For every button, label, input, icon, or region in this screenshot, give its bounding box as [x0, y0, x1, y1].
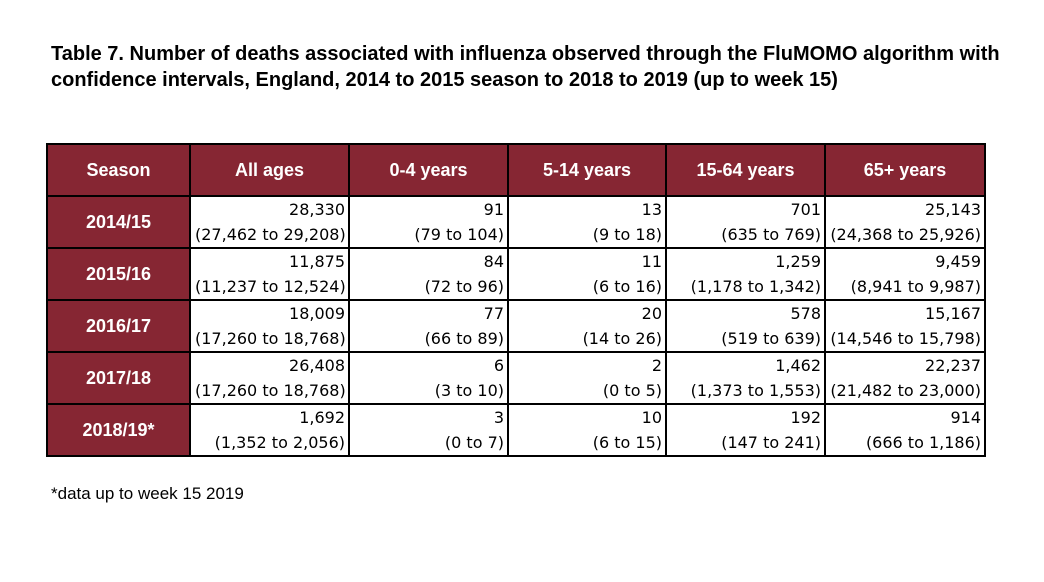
death-count: 6 — [493, 356, 504, 375]
death-count: 25,143 — [925, 200, 981, 219]
confidence-interval: (66 to 89) — [424, 329, 504, 348]
season-cell: 2016/17 — [46, 299, 191, 353]
death-count: 1,692 — [299, 408, 345, 427]
confidence-interval: (9 to 18) — [592, 225, 662, 244]
season-cell: 2017/18 — [46, 351, 191, 405]
data-cell: 9,459 (8,941 to 9,987) — [824, 247, 986, 301]
death-count: 914 — [950, 408, 981, 427]
data-cell: 11,875 (11,237 to 12,524) — [189, 247, 350, 301]
table-header-row: Season All ages 0-4 years 5-14 years 15-… — [46, 143, 986, 197]
data-cell: 22,237 (21,482 to 23,000) — [824, 351, 986, 405]
data-cell: 77 (66 to 89) — [348, 299, 509, 353]
confidence-interval: (24,368 to 25,926) — [830, 225, 981, 244]
death-count: 701 — [790, 200, 821, 219]
data-cell: 91 (79 to 104) — [348, 195, 509, 249]
column-header-65-plus-years: 65+ years — [824, 143, 986, 197]
season-cell: 2015/16 — [46, 247, 191, 301]
table-row: 2017/18 26,408 (17,260 to 18,768) 6 (3 to … — [46, 351, 986, 405]
table-row: 2014/15 28,330 (27,462 to 29,208) 91 (79 t… — [46, 195, 986, 249]
death-count: 77 — [483, 304, 504, 323]
deaths-table: Season All ages 0-4 years 5-14 years 15-… — [46, 143, 986, 457]
data-cell: 578 (519 to 639) — [665, 299, 826, 353]
death-count: 11 — [641, 252, 662, 271]
death-count: 2 — [651, 356, 662, 375]
confidence-interval: (1,352 to 2,056) — [214, 433, 345, 452]
confidence-interval: (21,482 to 23,000) — [830, 381, 981, 400]
death-count: 28,330 — [289, 200, 345, 219]
death-count: 91 — [483, 200, 504, 219]
column-header-all-ages: All ages — [189, 143, 350, 197]
data-cell: 1,462 (1,373 to 1,553) — [665, 351, 826, 405]
table-row: 2018/19* 1,692 (1,352 to 2,056) 3 (0 to 7)… — [46, 403, 986, 457]
data-cell: 18,009 (17,260 to 18,768) — [189, 299, 350, 353]
death-count: 192 — [790, 408, 821, 427]
death-count: 3 — [493, 408, 504, 427]
death-count: 84 — [483, 252, 504, 271]
data-cell: 6 (3 to 10) — [348, 351, 509, 405]
season-cell: 2014/15 — [46, 195, 191, 249]
data-cell: 1,259 (1,178 to 1,342) — [665, 247, 826, 301]
data-cell: 84 (72 to 96) — [348, 247, 509, 301]
confidence-interval: (11,237 to 12,524) — [195, 277, 346, 296]
death-count: 1,462 — [775, 356, 821, 375]
data-cell: 11 (6 to 16) — [507, 247, 667, 301]
death-count: 10 — [641, 408, 662, 427]
confidence-interval: (72 to 96) — [424, 277, 504, 296]
death-count: 578 — [790, 304, 821, 323]
confidence-interval: (17,260 to 18,768) — [195, 381, 346, 400]
table-row: 2015/16 11,875 (11,237 to 12,524) 84 (72 t… — [46, 247, 986, 301]
column-header-0-4-years: 0-4 years — [348, 143, 509, 197]
data-cell: 701 (635 to 769) — [665, 195, 826, 249]
death-count: 18,009 — [289, 304, 345, 323]
confidence-interval: (6 to 15) — [592, 433, 662, 452]
death-count: 20 — [641, 304, 662, 323]
data-cell: 3 (0 to 7) — [348, 403, 509, 457]
confidence-interval: (1,178 to 1,342) — [690, 277, 821, 296]
confidence-interval: (14 to 26) — [582, 329, 662, 348]
confidence-interval: (519 to 639) — [721, 329, 821, 348]
season-cell: 2018/19* — [46, 403, 191, 457]
table-row: 2016/17 18,009 (17,260 to 18,768) 77 (66 t… — [46, 299, 986, 353]
confidence-interval: (17,260 to 18,768) — [195, 329, 346, 348]
data-cell: 15,167 (14,546 to 15,798) — [824, 299, 986, 353]
confidence-interval: (8,941 to 9,987) — [850, 277, 981, 296]
data-cell: 1,692 (1,352 to 2,056) — [189, 403, 350, 457]
column-header-15-64-years: 15-64 years — [665, 143, 826, 197]
death-count: 22,237 — [925, 356, 981, 375]
confidence-interval: (0 to 7) — [444, 433, 504, 452]
confidence-interval: (27,462 to 29,208) — [195, 225, 346, 244]
death-count: 26,408 — [289, 356, 345, 375]
confidence-interval: (3 to 10) — [434, 381, 504, 400]
confidence-interval: (0 to 5) — [602, 381, 662, 400]
confidence-interval: (79 to 104) — [414, 225, 504, 244]
data-cell: 10 (6 to 15) — [507, 403, 667, 457]
footnote: *data up to week 15 2019 — [51, 484, 244, 503]
death-count: 9,459 — [935, 252, 981, 271]
confidence-interval: (6 to 16) — [592, 277, 662, 296]
confidence-interval: (1,373 to 1,553) — [690, 381, 821, 400]
death-count: 15,167 — [925, 304, 981, 323]
table-title: Table 7. Number of deaths associated wit… — [51, 43, 1000, 91]
death-count: 1,259 — [775, 252, 821, 271]
death-count: 13 — [641, 200, 662, 219]
data-cell: 192 (147 to 241) — [665, 403, 826, 457]
data-cell: 25,143 (24,368 to 25,926) — [824, 195, 986, 249]
data-cell: 20 (14 to 26) — [507, 299, 667, 353]
column-header-5-14-years: 5-14 years — [507, 143, 667, 197]
confidence-interval: (666 to 1,186) — [865, 433, 981, 452]
data-cell: 26,408 (17,260 to 18,768) — [189, 351, 350, 405]
data-cell: 914 (666 to 1,186) — [824, 403, 986, 457]
data-cell: 13 (9 to 18) — [507, 195, 667, 249]
column-header-season: Season — [46, 143, 191, 197]
confidence-interval: (147 to 241) — [721, 433, 821, 452]
confidence-interval: (14,546 to 15,798) — [830, 329, 981, 348]
data-cell: 2 (0 to 5) — [507, 351, 667, 405]
confidence-interval: (635 to 769) — [721, 225, 821, 244]
data-cell: 28,330 (27,462 to 29,208) — [189, 195, 350, 249]
death-count: 11,875 — [289, 252, 345, 271]
